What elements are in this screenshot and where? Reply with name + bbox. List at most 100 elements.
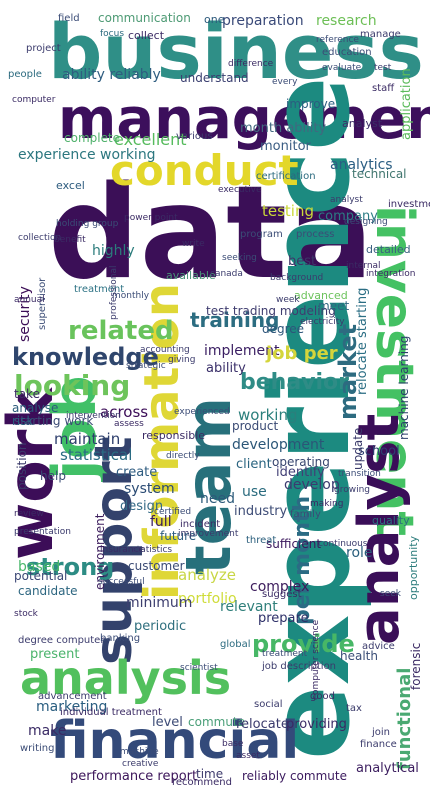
word: marketing (36, 699, 108, 715)
word: full (150, 514, 172, 530)
word: treatment (74, 284, 125, 295)
word: canada (210, 269, 243, 279)
word: machine learning (397, 335, 411, 440)
word: directly (166, 451, 200, 461)
word: creative (122, 759, 159, 769)
word: collect (128, 29, 165, 42)
word: write (182, 239, 205, 249)
word: take (14, 387, 40, 401)
word: experience working (18, 147, 156, 163)
word: develop (284, 477, 340, 493)
word: analysis (20, 651, 232, 705)
word: month ability (240, 121, 327, 136)
word: collection (18, 233, 62, 243)
word: quality (372, 514, 410, 527)
word: identify (276, 465, 325, 480)
word: analytical (356, 761, 419, 776)
word: successful (98, 577, 145, 587)
word: working (238, 406, 298, 424)
word: client (236, 457, 272, 472)
word: relevant (220, 599, 278, 615)
word: people (8, 69, 42, 80)
word: level (152, 715, 183, 730)
word: monthly (112, 291, 150, 301)
word: detailed (366, 243, 411, 256)
word: statistics (132, 545, 173, 555)
word: across (100, 403, 149, 421)
word: seeking (222, 253, 257, 263)
word: knowledge (12, 343, 159, 371)
word: based (18, 559, 61, 575)
word: incident (180, 519, 221, 530)
word: treatment (262, 649, 308, 659)
word: available (166, 269, 216, 282)
word: need (200, 491, 235, 507)
word: experienced (174, 407, 230, 417)
word: candidate (18, 584, 78, 598)
word: development (232, 437, 325, 453)
word: designing (344, 217, 388, 227)
word: make (28, 723, 67, 739)
word: focus (100, 29, 125, 39)
word: various (176, 131, 213, 142)
word: integration (366, 269, 416, 279)
word: design (120, 499, 164, 514)
word: management (58, 87, 430, 152)
word: scientist (180, 663, 218, 673)
word: certified (154, 507, 192, 517)
word: every (272, 77, 298, 87)
word: application (399, 68, 414, 140)
word: opportunity (407, 535, 420, 600)
word: finance (360, 739, 397, 750)
word: seek (380, 589, 401, 599)
word: one (204, 13, 225, 26)
word: maintain (54, 430, 121, 448)
word: join (372, 727, 391, 738)
word: potential (14, 569, 68, 583)
word: family (290, 509, 321, 520)
word: test trading modeling (206, 304, 336, 318)
word: use (242, 484, 267, 500)
word: business (48, 7, 424, 96)
word: starting work (14, 414, 94, 428)
word: intervention (66, 411, 121, 421)
word: benefit (54, 235, 86, 245)
word: stock (14, 609, 38, 619)
word: reliably commute (242, 769, 347, 783)
word: internal (346, 261, 381, 271)
word: giving (168, 355, 196, 365)
word: investment (388, 199, 430, 210)
word: minimum (126, 595, 193, 611)
word: excel (56, 179, 85, 192)
word: training (190, 308, 280, 332)
word: time (196, 767, 224, 781)
word: analyze (178, 566, 237, 584)
word: industry (234, 504, 288, 519)
word: review (14, 509, 44, 519)
word: position (15, 442, 29, 490)
word: operating (272, 455, 330, 469)
word: preparation (222, 13, 304, 29)
word: periodic (134, 619, 187, 634)
word: program (240, 229, 283, 240)
word: provide (252, 630, 355, 658)
word: role (346, 545, 373, 561)
word: banking (100, 633, 141, 644)
word: process (296, 229, 335, 240)
word: reference (316, 35, 359, 45)
word: technical (352, 167, 407, 181)
word: financial (50, 711, 300, 771)
word: presentation (14, 527, 71, 537)
word: relocate (236, 717, 289, 732)
word: computer (12, 95, 56, 105)
word: help (40, 469, 66, 483)
word: power point (124, 213, 178, 223)
word: sufficient (266, 537, 322, 551)
word: assess (114, 419, 144, 429)
word: analyst (342, 117, 383, 130)
word: social (254, 699, 283, 710)
word: health (340, 649, 378, 663)
word: ability (206, 361, 246, 376)
word: transition (338, 469, 381, 479)
